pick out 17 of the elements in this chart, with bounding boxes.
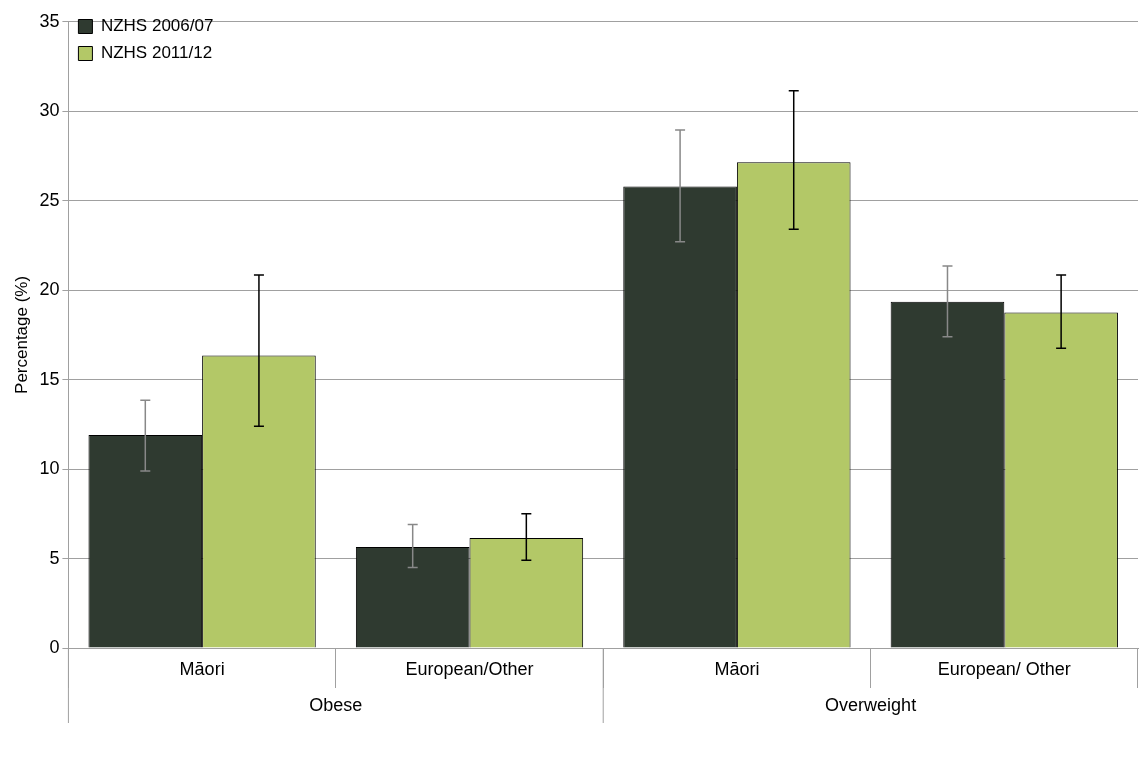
y-tick-label: 20 bbox=[39, 279, 60, 300]
text: Overweight bbox=[825, 694, 917, 715]
y-tick-label: 15 bbox=[39, 368, 60, 389]
x-tick-label: Māori bbox=[714, 658, 760, 679]
y-tick-label: 10 bbox=[39, 458, 60, 479]
x-tick-label: European/ Other bbox=[937, 658, 1071, 679]
y-tick-label: 25 bbox=[39, 189, 60, 210]
y-tick-label: 35 bbox=[39, 10, 60, 31]
y-tick-label: 30 bbox=[39, 100, 60, 121]
x-tick-label: European/Other bbox=[405, 658, 534, 679]
legend-label: NZHS 2011/12 bbox=[100, 43, 213, 63]
y-axis-title: Percentage (%) bbox=[11, 275, 31, 394]
x-tick-label: Māori bbox=[179, 658, 225, 679]
text: Obese bbox=[309, 694, 363, 715]
legend-label: NZHS 2006/07 bbox=[100, 16, 214, 36]
y-tick-label: 5 bbox=[49, 547, 60, 568]
y-tick-label: 0 bbox=[49, 636, 60, 657]
